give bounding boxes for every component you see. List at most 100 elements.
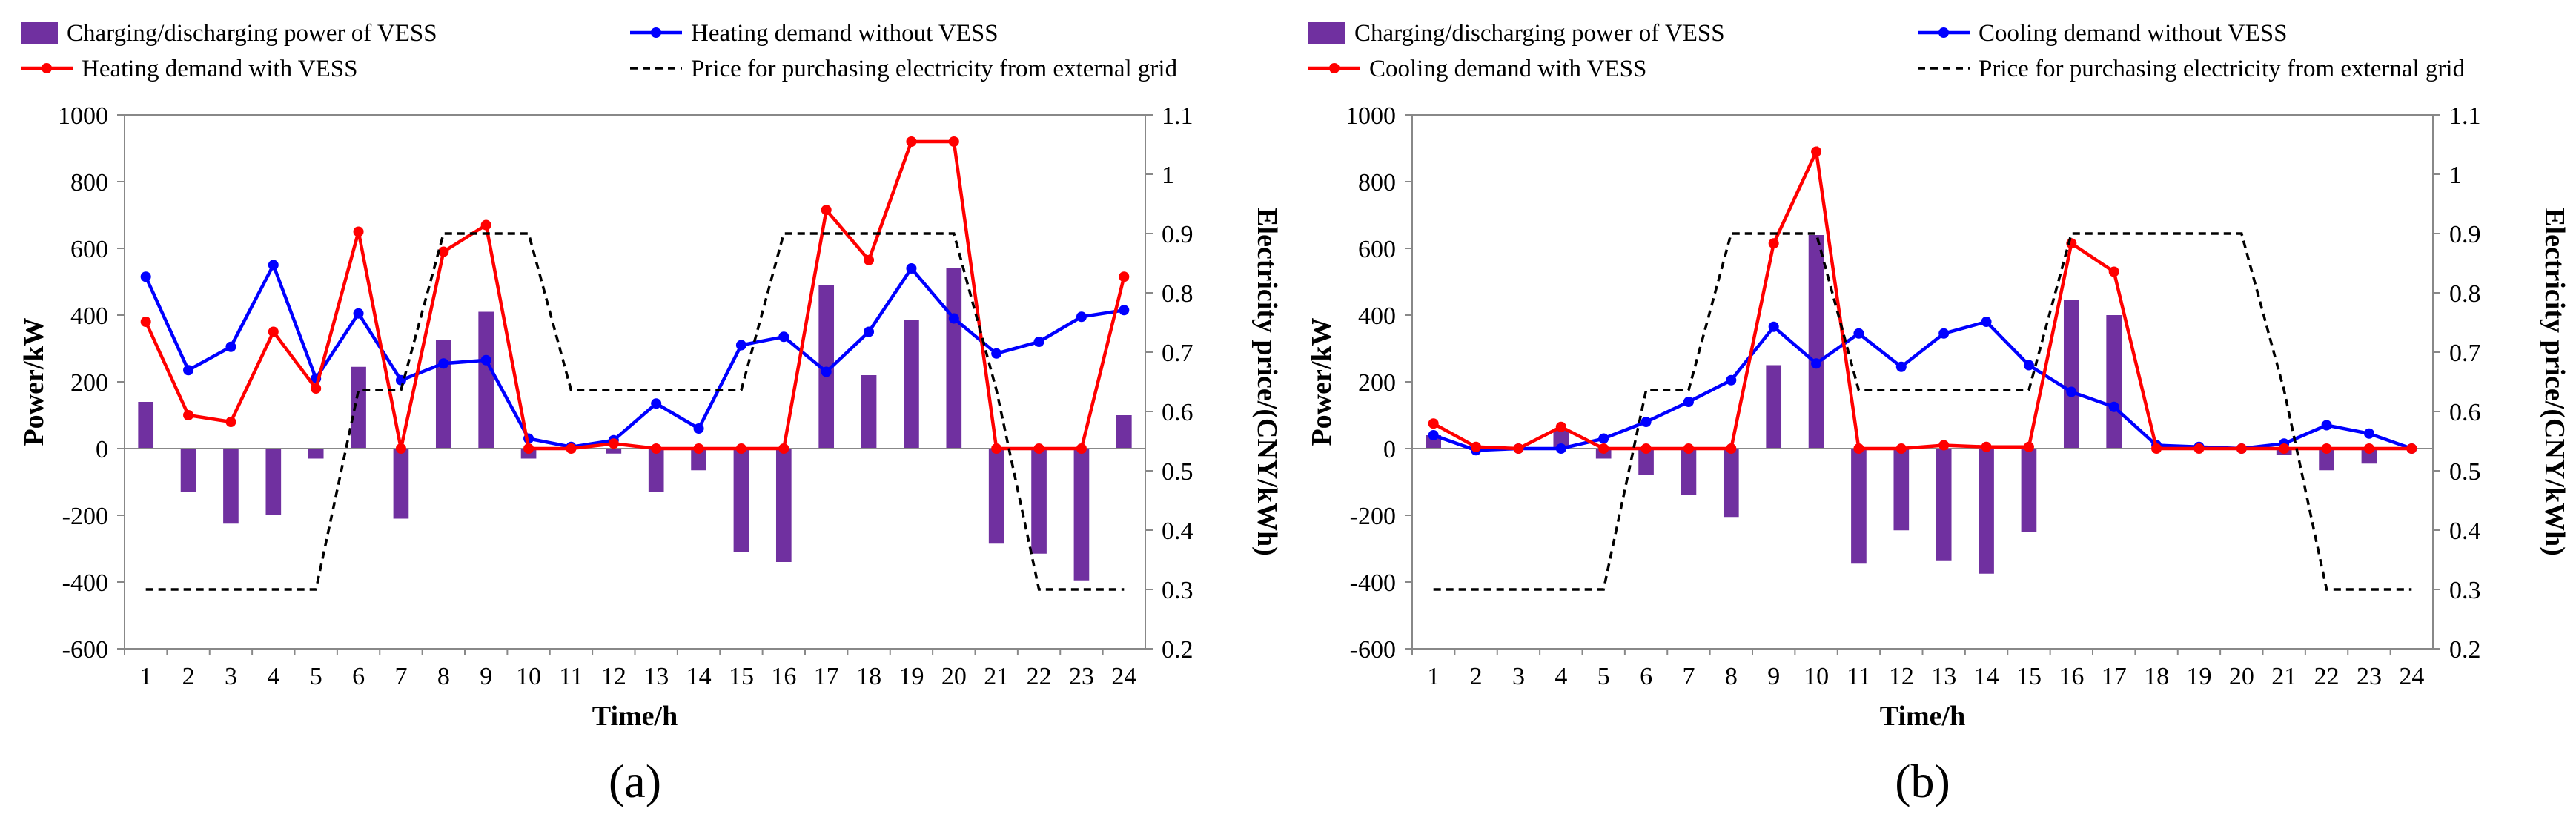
legend-swatch-marker <box>651 27 661 38</box>
demand-with-vess-marker <box>1119 271 1130 282</box>
x-tick-label: 21 <box>984 663 1009 690</box>
demand-with-vess-marker <box>2108 266 2119 277</box>
demand-with-vess-marker <box>735 443 746 454</box>
y-tick-label: 800 <box>1358 169 1396 196</box>
y2-axis-title: Electricity price/(CNY/kWh) <box>1251 208 1282 556</box>
vess-power-bar <box>946 268 962 449</box>
y-tick-label: 0 <box>96 436 108 463</box>
vess-power-bar <box>478 311 494 449</box>
vess-power-bar <box>180 449 196 492</box>
vess-power-bar <box>733 449 749 552</box>
x-tick-label: 10 <box>516 663 541 690</box>
demand-with-vess-marker <box>1513 443 1524 454</box>
y2-tick-label: 0.8 <box>2449 280 2481 308</box>
demand-without-vess-marker <box>1895 361 1907 372</box>
vess-power-bar <box>435 340 451 449</box>
x-tick-label: 2 <box>182 663 195 690</box>
vess-power-bar <box>1116 415 1132 449</box>
x-tick-label: 22 <box>1027 663 1052 690</box>
demand-without-vess-marker <box>651 398 662 409</box>
y2-tick-label: 0.4 <box>2449 518 2481 545</box>
demand-without-vess-marker <box>1598 433 1609 444</box>
demand-without-vess-marker <box>1555 443 1566 454</box>
y2-axis-title: Electricity price/(CNY/kWh) <box>2539 208 2570 556</box>
demand-with-vess-marker <box>1811 146 1822 157</box>
legend-label: Heating demand with VESS <box>82 56 357 82</box>
y2-tick-label: 0.3 <box>2449 577 2481 604</box>
y2-tick-label: 0.5 <box>1162 458 1193 486</box>
vess-power-bar <box>904 320 919 449</box>
x-tick-label: 19 <box>898 663 924 690</box>
demand-without-vess-marker <box>821 366 832 377</box>
legend-label: Heating demand without VESS <box>691 20 999 47</box>
demand-without-vess-marker <box>1119 305 1130 316</box>
x-tick-label: 9 <box>480 663 492 690</box>
vess-power-bar <box>606 449 622 454</box>
demand-without-vess-marker <box>225 341 236 352</box>
legend-label: Price for purchasing electricity from ex… <box>691 56 1178 82</box>
demand-without-vess-marker <box>735 340 746 351</box>
x-tick-label: 20 <box>2229 663 2254 690</box>
y-tick-label: -200 <box>1350 503 1396 530</box>
demand-with-vess-marker <box>566 443 577 454</box>
demand-with-vess-marker <box>778 443 789 454</box>
x-tick-label: 3 <box>225 663 237 690</box>
price-line <box>145 232 1125 591</box>
demand-without-vess-marker <box>778 331 789 343</box>
x-tick-label: 14 <box>1974 663 1999 690</box>
vess-power-bar <box>648 449 664 492</box>
y-tick-label: -600 <box>62 636 108 664</box>
demand-without-vess-marker <box>353 308 364 319</box>
vess-power-bar <box>691 449 706 471</box>
demand-without-vess-marker <box>183 365 194 376</box>
demand-without-vess-line <box>1432 320 2413 452</box>
demand-without-vess-line <box>144 260 1125 449</box>
vess-power-bar <box>265 449 282 515</box>
demand-with-vess-marker <box>864 254 875 265</box>
x-tick-label: 15 <box>729 663 754 690</box>
vess-power-bar <box>308 449 324 459</box>
demand-with-vess-marker <box>2279 443 2290 454</box>
x-tick-label: 12 <box>1889 663 1914 690</box>
demand-with-vess-marker <box>608 438 619 449</box>
demand-with-vess-marker <box>1768 238 1779 249</box>
y2-tick-label: 1.1 <box>1162 102 1193 130</box>
legend-label: Cooling demand without VESS <box>1979 20 2288 47</box>
legend-swatch-marker <box>42 63 52 73</box>
x-tick-label: 17 <box>814 663 839 690</box>
y-axis-title: Power/kW <box>1306 317 1337 446</box>
demand-without-vess-marker <box>2321 420 2332 431</box>
y-tick-label: 800 <box>70 169 108 196</box>
x-tick-label: 18 <box>2144 663 2169 690</box>
x-tick-label: 2 <box>1470 663 1483 690</box>
demand-with-vess-marker <box>651 443 662 454</box>
demand-without-vess-marker <box>1981 317 1992 327</box>
demand-with-vess-marker <box>948 136 959 147</box>
x-tick-label: 19 <box>2186 663 2211 690</box>
demand-without-vess-marker <box>480 354 491 366</box>
vess-power-bar <box>1979 449 1994 574</box>
price-line <box>1433 232 2412 591</box>
x-tick-label: 6 <box>352 663 365 690</box>
demand-with-vess-marker <box>2236 443 2247 454</box>
vess-power-bar <box>1936 449 1952 561</box>
x-tick-label: 12 <box>601 663 626 690</box>
chart-panel-b: -600 -400 -200 0 200 400 600 800 1000 0.2 0.3 0.4 0.… <box>1288 0 2575 823</box>
vess-power-bar <box>1681 449 1697 495</box>
demand-with-vess-marker <box>395 443 406 454</box>
x-tick-label: 23 <box>2357 663 2382 690</box>
chart-b-svg: -600 -400 -200 0 200 400 600 800 1000 0.2 0.3 0.4 0.… <box>1306 20 2570 807</box>
vess-power-bar <box>2021 449 2037 532</box>
y-tick-label: 400 <box>70 303 108 330</box>
x-tick-label: 11 <box>559 663 583 690</box>
plot-area-border <box>124 114 1146 650</box>
vess-power-bar <box>2361 449 2377 464</box>
legend-swatch-marker <box>1938 27 1949 38</box>
demand-with-vess-marker <box>2406 443 2417 454</box>
demand-with-vess-marker <box>2023 441 2034 452</box>
demand-with-vess-marker <box>1471 441 1482 452</box>
y-tick-label: 0 <box>1383 436 1396 463</box>
demand-with-vess-marker <box>480 219 491 231</box>
demand-with-vess-marker <box>353 226 364 237</box>
plot-area-border <box>1411 114 2434 650</box>
